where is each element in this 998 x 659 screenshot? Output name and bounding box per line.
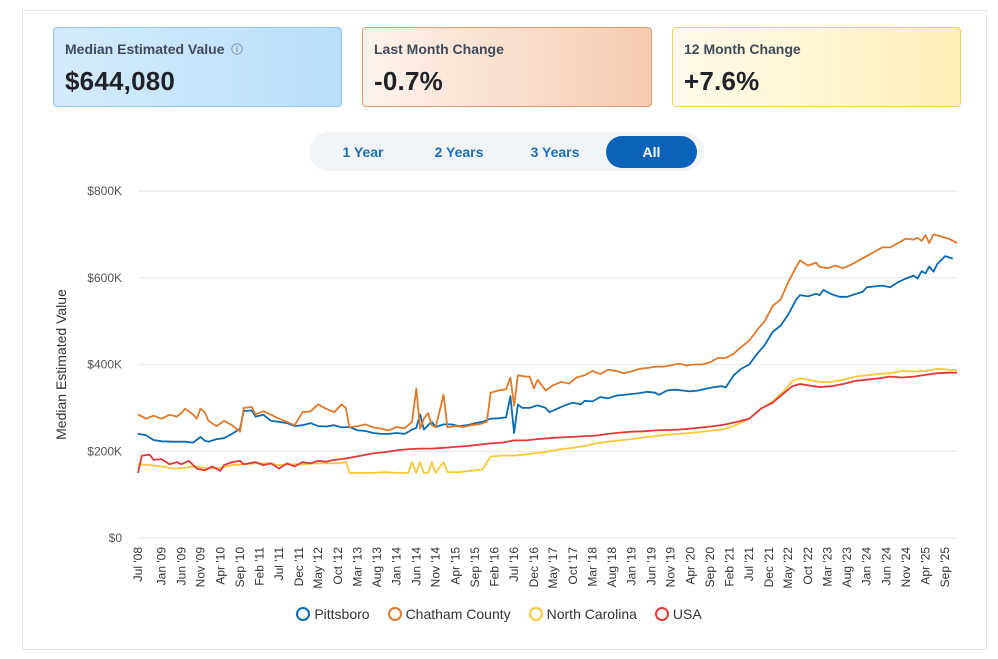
x-tick-label: Dec '16 xyxy=(527,547,541,588)
x-tick-label: Aug '23 xyxy=(840,547,854,588)
median-value-card: Median Estimated Value $644,080 xyxy=(53,27,342,107)
legend-swatch-usa xyxy=(654,607,669,621)
series-line-usa xyxy=(137,371,957,474)
legend-label-chatham-county: Chatham County xyxy=(405,606,511,622)
median-value-label: Median Estimated Value xyxy=(65,41,225,57)
range-button-2-years[interactable]: 2 Years xyxy=(434,144,484,160)
time-range-selector: 1 Year 2 Years 3 Years All xyxy=(309,132,704,171)
legend-swatch-north-carolina xyxy=(528,607,543,621)
x-tick-label: Dec '11 xyxy=(292,547,306,587)
x-tick-label: Feb '16 xyxy=(487,547,501,587)
x-tick-label: Oct '17 xyxy=(566,547,580,585)
chart-legend: Pittsboro Chatham County North Carolina … xyxy=(0,606,998,622)
x-tick-label: Mar '18 xyxy=(586,547,600,587)
range-button-1-year[interactable]: 1 Year xyxy=(342,144,384,160)
twelve-month-change-label: 12 Month Change xyxy=(684,41,801,57)
x-tick-label: Feb '11 xyxy=(252,547,266,586)
y-tick-label: $800K xyxy=(87,184,122,198)
x-tick-label: Apr '10 xyxy=(213,547,227,585)
x-tick-label: Mar '13 xyxy=(351,547,365,587)
legend-item-pittsboro[interactable]: Pittsboro xyxy=(296,606,370,622)
x-tick-label: Nov '14 xyxy=(429,547,443,588)
x-tick-label: Jul '08 xyxy=(131,547,145,582)
x-tick-label: Aug '18 xyxy=(605,547,619,588)
line-chart: $0 $200K $400K $600K $800K Median Estimated V… xyxy=(53,184,958,589)
x-tick-label: Sep '25 xyxy=(938,547,952,588)
legend-swatch-chatham-county xyxy=(387,607,402,621)
x-tick-label: Jun '24 xyxy=(879,547,893,586)
x-tick-label: Apr '20 xyxy=(683,547,697,585)
x-tick-label: Jul '21 xyxy=(742,547,756,582)
x-tick-label: Aug '13 xyxy=(370,547,384,588)
y-tick-label: $600K xyxy=(87,271,122,285)
x-tick-label: Dec '21 xyxy=(762,547,776,588)
x-tick-label: Nov '24 xyxy=(899,547,913,588)
y-tick-label: $400K xyxy=(87,358,122,372)
x-tick-label: Jul '16 xyxy=(507,547,521,582)
legend-swatch-pittsboro xyxy=(296,607,311,621)
twelve-month-change-value: +7.6% xyxy=(684,66,760,96)
x-tick-label: May '22 xyxy=(781,547,795,589)
x-tick-label: Feb '21 xyxy=(722,547,736,587)
x-tick-label: Jun '14 xyxy=(409,547,423,586)
x-tick-label: Sep '20 xyxy=(703,547,717,588)
x-tick-label: Apr '25 xyxy=(919,547,933,585)
x-tick-label: May '17 xyxy=(546,547,560,589)
x-tick-label: Jan '09 xyxy=(155,547,169,586)
y-axis-label: Median Estimated Value xyxy=(53,289,69,440)
x-tick-label: May '12 xyxy=(311,547,325,589)
y-tick-label: $0 xyxy=(109,531,123,545)
legend-item-chatham-county[interactable]: Chatham County xyxy=(387,606,511,622)
x-tick-label: Jan '19 xyxy=(625,547,639,586)
legend-label-pittsboro: Pittsboro xyxy=(314,606,370,622)
series-line-chatham-county xyxy=(137,233,958,433)
last-month-change-value: -0.7% xyxy=(374,66,443,96)
range-button-3-years[interactable]: 3 Years xyxy=(530,144,580,160)
legend-label-north-carolina: North Carolina xyxy=(546,606,637,622)
x-tick-label: Sep '15 xyxy=(468,547,482,588)
x-tick-label: Nov '09 xyxy=(194,547,208,588)
x-tick-label: Oct '22 xyxy=(801,547,815,585)
x-tick-label: Oct '12 xyxy=(331,547,345,585)
x-tick-label: Sep '10 xyxy=(233,547,247,588)
last-month-change-label: Last Month Change xyxy=(374,41,504,57)
x-tick-label: Nov '19 xyxy=(664,547,678,588)
x-tick-label: Jan '14 xyxy=(390,547,404,586)
x-tick-label: Mar '23 xyxy=(821,547,835,587)
y-tick-label: $200K xyxy=(87,444,122,458)
last-month-change-card: Last Month Change -0.7% xyxy=(362,27,652,107)
x-tick-label: Jul '11 xyxy=(272,547,286,581)
chart-panel xyxy=(22,10,987,650)
x-tick-label: Jun '09 xyxy=(174,547,188,586)
twelve-month-change-card: 12 Month Change +7.6% xyxy=(672,27,961,107)
legend-label-usa: USA xyxy=(672,606,702,622)
range-button-all[interactable]: All xyxy=(606,136,697,168)
x-tick-label: Jun '19 xyxy=(644,547,658,586)
median-value: $644,080 xyxy=(65,66,176,96)
series-line-north-carolina xyxy=(137,367,958,474)
series-line-pittsboro xyxy=(137,255,954,444)
legend-item-usa[interactable]: USA xyxy=(654,606,702,622)
x-tick-label: Apr '15 xyxy=(448,547,462,585)
legend-item-north-carolina[interactable]: North Carolina xyxy=(528,606,637,622)
x-tick-label: Jan '24 xyxy=(860,547,874,586)
info-icon[interactable] xyxy=(230,43,243,55)
